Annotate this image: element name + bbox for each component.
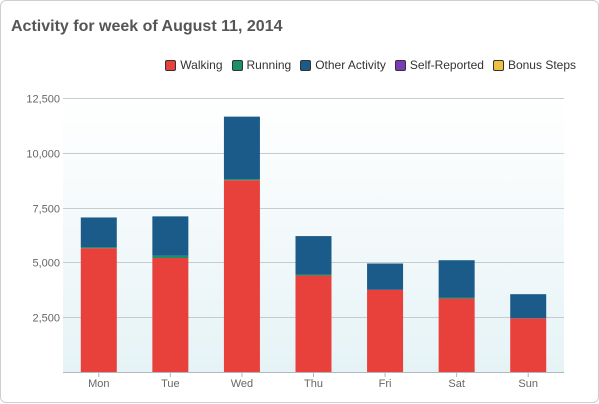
legend-swatch-running [231,59,243,71]
y-tick-label: 5,000 [32,258,60,270]
legend-swatch-bonus-steps [492,59,504,71]
legend-item-bonus-steps[interactable]: Bonus Steps [492,58,576,72]
y-tick-label: 10,000 [26,149,60,161]
x-tick-label: Mon [88,378,109,390]
bar-running-sat [438,297,475,299]
x-tick-label: Tue [161,378,180,390]
legend-item-other-activity[interactable]: Other Activity [300,58,386,72]
legend-label-bonus-steps: Bonus Steps [507,58,576,72]
legend-swatch-self-reported [394,59,406,71]
bar-walking-mon [80,248,117,372]
bar-other-activity-sat [438,260,475,298]
bar-walking-fri [367,289,404,372]
bar-other-activity-mon [80,217,117,248]
legend-item-running[interactable]: Running [231,58,292,72]
bar-walking-sun [510,318,547,372]
y-tick-label: 12,500 [26,94,60,106]
legend-label-self-reported: Self-Reported [409,58,484,72]
chart-title: Activity for week of August 11, 2014 [11,18,283,35]
legend-label-walking: Walking [180,58,223,72]
legend-item-self-reported[interactable]: Self-Reported [394,58,484,72]
bar-other-activity-wed [223,116,260,180]
x-tick-label: Wed [231,378,253,390]
x-tick-label: Fri [379,378,392,390]
legend-label-other-activity: Other Activity [315,58,386,72]
bar-other-activity-sun [510,294,547,319]
bar-running-mon [80,247,117,249]
x-tick-label: Sun [518,378,538,390]
legend-swatch-walking [165,59,177,71]
bar-other-activity-fri [367,263,404,290]
bar-running-wed [223,179,260,181]
bar-walking-thu [295,275,332,372]
y-tick-label: 7,500 [32,204,60,216]
legend-swatch-other-activity [300,59,312,71]
legend-item-walking[interactable]: Walking [165,58,223,72]
bar-running-tue [152,255,189,259]
bar-walking-tue [152,258,189,372]
y-tick-label: 2,500 [32,313,60,325]
x-tick-label: Sat [448,378,465,390]
bar-walking-sat [438,298,475,372]
bar-other-activity-thu [295,236,332,275]
legend: Walking Running Other Activity Self-Repo… [165,58,576,72]
bar-walking-wed [223,180,260,372]
x-tick-label: Thu [304,378,323,390]
legend-label-running: Running [246,58,292,72]
bar-running-thu [295,274,332,276]
bar-other-activity-tue [152,216,189,256]
